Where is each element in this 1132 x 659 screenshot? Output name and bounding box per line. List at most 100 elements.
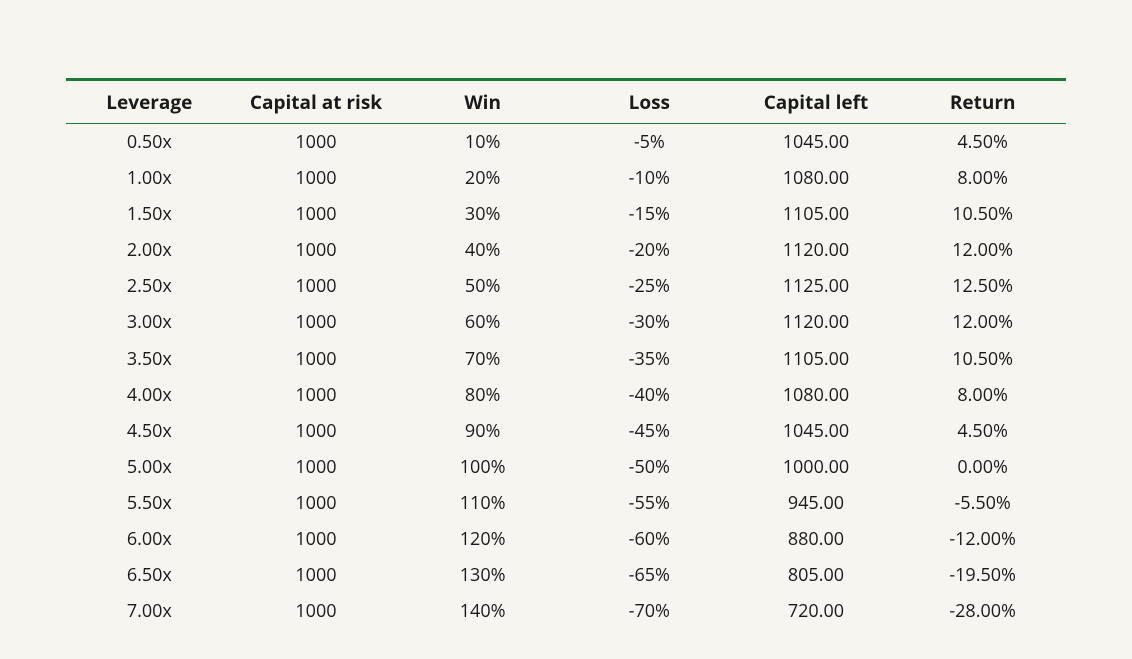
cell-capital: 1000 — [233, 232, 400, 268]
cell-return: -5.50% — [899, 485, 1066, 521]
cell-leverage: 1.00x — [66, 160, 233, 196]
cell-win: 130% — [399, 557, 566, 593]
cell-capital: 1000 — [233, 268, 400, 304]
cell-leverage: 6.50x — [66, 557, 233, 593]
cell-leverage: 6.00x — [66, 521, 233, 557]
table-row: 3.50x100070%-35%1105.0010.50% — [66, 341, 1066, 377]
cell-return: 8.00% — [899, 160, 1066, 196]
cell-capital_left: 1105.00 — [733, 341, 900, 377]
cell-capital: 1000 — [233, 341, 400, 377]
cell-capital_left: 1120.00 — [733, 304, 900, 340]
cell-loss: -55% — [566, 485, 733, 521]
table-body: 0.50x100010%-5%1045.004.50%1.00x100020%-… — [66, 124, 1066, 630]
cell-win: 80% — [399, 377, 566, 413]
cell-leverage: 4.00x — [66, 377, 233, 413]
leverage-table: Leverage Capital at risk Win Loss Capita… — [66, 78, 1066, 629]
table-row: 6.00x1000120%-60%880.00-12.00% — [66, 521, 1066, 557]
cell-capital_left: 805.00 — [733, 557, 900, 593]
cell-capital: 1000 — [233, 557, 400, 593]
cell-capital: 1000 — [233, 413, 400, 449]
table-row: 1.00x100020%-10%1080.008.00% — [66, 160, 1066, 196]
cell-leverage: 3.50x — [66, 341, 233, 377]
cell-win: 30% — [399, 196, 566, 232]
table-header-row: Leverage Capital at risk Win Loss Capita… — [66, 80, 1066, 124]
table-row: 4.00x100080%-40%1080.008.00% — [66, 377, 1066, 413]
cell-capital: 1000 — [233, 124, 400, 161]
cell-return: 12.00% — [899, 304, 1066, 340]
cell-return: 12.50% — [899, 268, 1066, 304]
cell-capital: 1000 — [233, 449, 400, 485]
cell-leverage: 0.50x — [66, 124, 233, 161]
cell-win: 100% — [399, 449, 566, 485]
cell-capital_left: 1045.00 — [733, 124, 900, 161]
page: Leverage Capital at risk Win Loss Capita… — [0, 0, 1132, 659]
cell-win: 70% — [399, 341, 566, 377]
table-row: 7.00x1000140%-70%720.00-28.00% — [66, 593, 1066, 629]
cell-capital: 1000 — [233, 521, 400, 557]
table-row: 5.50x1000110%-55%945.00-5.50% — [66, 485, 1066, 521]
table-row: 1.50x100030%-15%1105.0010.50% — [66, 196, 1066, 232]
col-header-loss: Loss — [566, 80, 733, 124]
cell-return: 8.00% — [899, 377, 1066, 413]
cell-return: 10.50% — [899, 341, 1066, 377]
cell-loss: -30% — [566, 304, 733, 340]
table-row: 0.50x100010%-5%1045.004.50% — [66, 124, 1066, 161]
table-row: 5.00x1000100%-50%1000.000.00% — [66, 449, 1066, 485]
cell-return: 4.50% — [899, 413, 1066, 449]
cell-win: 90% — [399, 413, 566, 449]
cell-capital: 1000 — [233, 160, 400, 196]
cell-loss: -40% — [566, 377, 733, 413]
table-row: 4.50x100090%-45%1045.004.50% — [66, 413, 1066, 449]
cell-return: 0.00% — [899, 449, 1066, 485]
cell-win: 60% — [399, 304, 566, 340]
cell-return: 10.50% — [899, 196, 1066, 232]
cell-loss: -70% — [566, 593, 733, 629]
table-row: 2.00x100040%-20%1120.0012.00% — [66, 232, 1066, 268]
cell-capital_left: 720.00 — [733, 593, 900, 629]
col-header-win: Win — [399, 80, 566, 124]
cell-capital_left: 945.00 — [733, 485, 900, 521]
cell-capital_left: 1105.00 — [733, 196, 900, 232]
cell-win: 40% — [399, 232, 566, 268]
col-header-capital: Capital at risk — [233, 80, 400, 124]
cell-loss: -15% — [566, 196, 733, 232]
cell-win: 110% — [399, 485, 566, 521]
cell-capital_left: 1080.00 — [733, 160, 900, 196]
cell-capital_left: 1045.00 — [733, 413, 900, 449]
cell-leverage: 7.00x — [66, 593, 233, 629]
cell-capital_left: 1080.00 — [733, 377, 900, 413]
cell-loss: -35% — [566, 341, 733, 377]
cell-return: 4.50% — [899, 124, 1066, 161]
cell-win: 140% — [399, 593, 566, 629]
col-header-capital-left: Capital left — [733, 80, 900, 124]
cell-leverage: 5.50x — [66, 485, 233, 521]
cell-leverage: 2.00x — [66, 232, 233, 268]
cell-capital_left: 1125.00 — [733, 268, 900, 304]
cell-leverage: 3.00x — [66, 304, 233, 340]
cell-return: -12.00% — [899, 521, 1066, 557]
col-header-leverage: Leverage — [66, 80, 233, 124]
cell-capital: 1000 — [233, 485, 400, 521]
col-header-return: Return — [899, 80, 1066, 124]
cell-loss: -25% — [566, 268, 733, 304]
cell-loss: -60% — [566, 521, 733, 557]
cell-win: 120% — [399, 521, 566, 557]
cell-loss: -65% — [566, 557, 733, 593]
cell-loss: -45% — [566, 413, 733, 449]
cell-return: -28.00% — [899, 593, 1066, 629]
cell-leverage: 5.00x — [66, 449, 233, 485]
cell-loss: -5% — [566, 124, 733, 161]
cell-capital: 1000 — [233, 377, 400, 413]
cell-win: 50% — [399, 268, 566, 304]
table-row: 2.50x100050%-25%1125.0012.50% — [66, 268, 1066, 304]
cell-capital: 1000 — [233, 304, 400, 340]
cell-capital_left: 1000.00 — [733, 449, 900, 485]
cell-return: -19.50% — [899, 557, 1066, 593]
cell-leverage: 4.50x — [66, 413, 233, 449]
cell-leverage: 1.50x — [66, 196, 233, 232]
cell-loss: -10% — [566, 160, 733, 196]
cell-win: 20% — [399, 160, 566, 196]
table-row: 6.50x1000130%-65%805.00-19.50% — [66, 557, 1066, 593]
cell-return: 12.00% — [899, 232, 1066, 268]
table-row: 3.00x100060%-30%1120.0012.00% — [66, 304, 1066, 340]
